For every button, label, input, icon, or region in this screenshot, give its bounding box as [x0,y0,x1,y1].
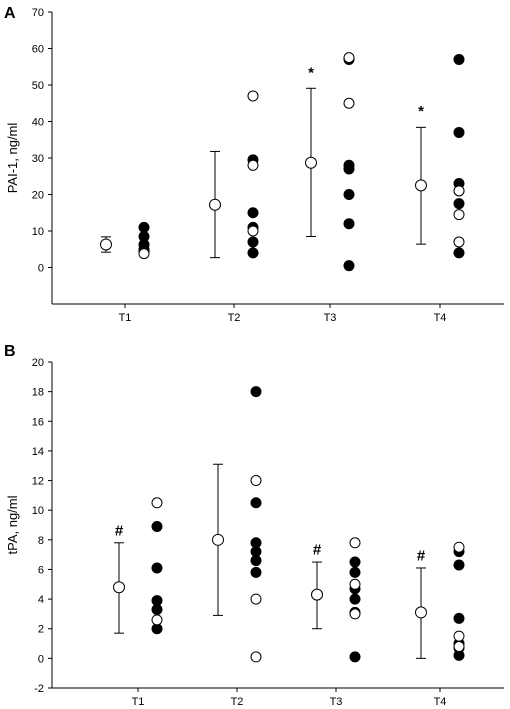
panel-a-open-point [247,159,259,171]
panel-a-filled-point [138,221,150,233]
panel-a-y-tick-label: 10 [32,226,44,238]
panel-b-significance-mark: # [417,548,426,565]
panel-b-open-point [250,593,262,605]
panel-b-y-tick-label: 16 [32,416,44,428]
panel-b-y-tick-label: 12 [32,476,44,488]
panel-b-open-point [349,537,361,549]
panel-b-filled-point [151,520,163,532]
panel-b-y-tick-label: -2 [34,683,44,695]
panel-a-filled-point [343,189,355,200]
panel-b-mean-marker [212,533,224,546]
panel-a-mean-marker [415,179,427,192]
panel-b-filled-point [453,612,465,624]
panel-b-open-point [453,541,465,553]
panel-b-y-tick-label: 20 [32,357,44,369]
panel-a-open-point [247,90,259,102]
panel-b-open-point [349,608,361,620]
panel-a-filled-point [247,236,259,248]
panel-a-filled-point [453,247,465,259]
panel-a-significance-mark: * [308,65,314,82]
panel-b-open-point [151,614,163,626]
panel-a-open-point [138,248,150,260]
panel-b-y-tick-label: 14 [32,446,44,458]
panel-a-filled-point [453,126,465,138]
panel-a-open-point [453,236,465,248]
panel-a-y-tick-label: 30 [32,153,44,165]
panel-a-open-point [343,97,355,109]
panel-b-filled-point [250,497,262,509]
panel-b-significance-mark: # [115,522,124,539]
panel-b-mean-marker [113,581,125,594]
panel-b-mean-marker [311,588,323,601]
panel-a-open-point [343,52,355,64]
panel-a-x-tick-label: T3 [324,312,337,324]
panel-b-open-point [250,651,262,663]
panel-b-x-tick-label: T1 [132,696,145,708]
panel-b-open-point [250,475,262,487]
panel-a-filled-point [453,198,465,210]
panel-b-y-tick-label: 18 [32,387,44,399]
panel-b-y-tick-label: 2 [38,624,44,636]
panel-b-y-tick-label: 8 [38,535,44,547]
panel-a-y-tick-label: 60 [32,44,44,56]
panel-a-filled-point [247,207,259,219]
panel-b-y-tick-label: 0 [38,653,44,665]
panel-b-filled-point [349,651,361,663]
panel-b-filled-point [349,566,361,578]
panel-b-open-point [151,497,163,509]
panel-a-open-point [247,225,259,237]
panel-b-significance-mark: # [313,542,322,559]
panel-a-letter: A [4,5,16,22]
panel-a-filled-point [343,260,355,272]
panel-b-y-tick-label: 10 [32,505,44,517]
panel-b-filled-point [250,386,262,398]
panel-b-y-tick-label: 4 [38,594,44,606]
panel-b-x-tick-label: T3 [330,696,343,708]
panel-a-filled-point [343,218,355,230]
panel-a-y-axis-title: PAI-1, ng/ml [5,123,20,194]
panel-b-mean-marker [415,606,427,619]
panel-b-open-point [349,578,361,590]
panel-b-x-tick-label: T4 [434,696,447,708]
panel-a-y-tick-label: 0 [38,263,44,275]
panel-b-filled-point [349,593,361,605]
panel-a-filled-point [453,53,465,65]
panel-b-filled-point [151,562,163,574]
panel-a-x-tick-label: T4 [434,312,447,324]
panel-a-mean-marker [100,238,112,251]
panel-a-open-point [453,185,465,197]
panel-a-y-tick-label: 70 [32,7,44,19]
panel-b-filled-point [151,603,163,615]
panel-b-filled-point [250,555,262,567]
panel-a-y-tick-label: 40 [32,117,44,129]
panel-b-filled-point [250,566,262,578]
panel-b-letter: B [4,343,16,360]
panel-b-filled-point [453,559,465,571]
panel-a-mean-marker [209,198,221,211]
panel-a-y-tick-label: 20 [32,190,44,202]
panel-a-filled-point [247,247,259,259]
panel-b-filled-point [349,556,361,568]
panel-a-chart: 0 10 20 30 40 50 60 70 T1 T2 T3 T4 PAI-1, ng/ml * * [5,7,504,324]
panel-a-significance-mark: * [418,103,424,120]
panel-b-open-point [453,630,465,642]
panel-a-x-tick-label: T1 [119,312,132,324]
panel-b-x-tick-label: T2 [231,696,244,708]
panel-a-filled-point [343,163,355,175]
panel-a-y-tick-label: 50 [32,80,44,92]
panel-a-mean-marker [305,156,317,169]
panel-b-y-tick-label: 6 [38,564,44,576]
panel-a-x-tick-label: T2 [228,312,241,324]
panel-a-open-point [453,209,465,221]
panel-b-chart: -2 0 2 4 6 8 10 12 14 16 18 20 T1 T2 T3 T4 tPA, ng/ml # # # [5,357,504,708]
panel-b-y-axis-title: tPA, ng/ml [5,495,20,554]
panel-b-open-point [453,641,465,653]
